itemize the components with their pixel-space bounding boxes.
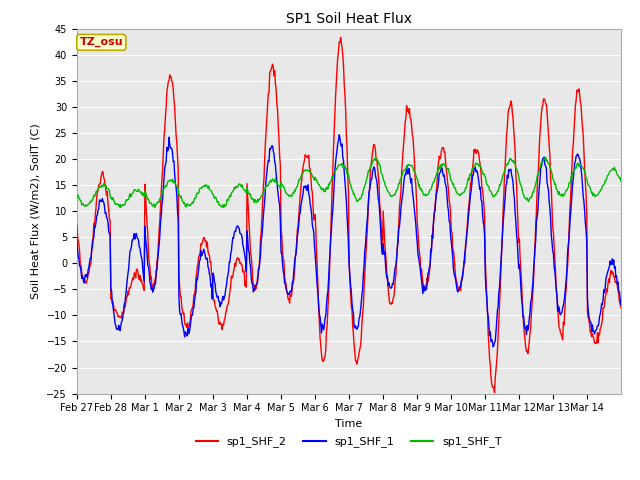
Title: SP1 Soil Heat Flux: SP1 Soil Heat Flux <box>286 12 412 26</box>
X-axis label: Time: Time <box>335 419 362 429</box>
Y-axis label: Soil Heat Flux (W/m2), SoilT (C): Soil Heat Flux (W/m2), SoilT (C) <box>31 123 41 299</box>
Legend: sp1_SHF_2, sp1_SHF_1, sp1_SHF_T: sp1_SHF_2, sp1_SHF_1, sp1_SHF_T <box>191 432 506 452</box>
Text: TZ_osu: TZ_osu <box>79 37 123 48</box>
